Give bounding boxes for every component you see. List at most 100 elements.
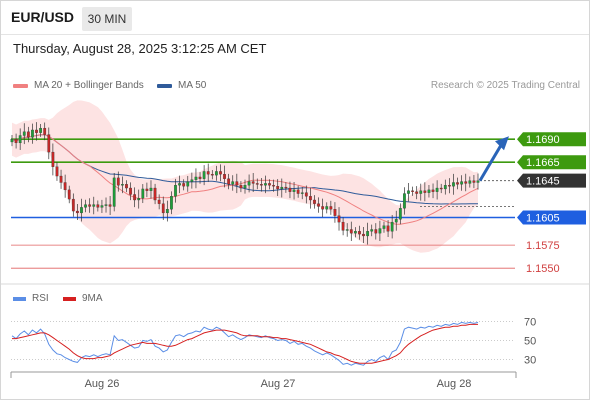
candle-body	[35, 129, 38, 133]
candle	[304, 185, 308, 204]
candle	[309, 187, 312, 209]
candle-body	[88, 204, 92, 207]
candle	[120, 176, 124, 194]
candle-body	[92, 204, 96, 207]
candle-body	[309, 196, 312, 201]
candle	[227, 173, 231, 190]
candle	[96, 200, 100, 212]
candle-body	[100, 205, 104, 208]
candle-body	[182, 183, 186, 187]
ma50-swatch	[157, 83, 172, 88]
candle-body	[431, 189, 435, 192]
candle-body	[247, 181, 251, 186]
candle	[460, 175, 464, 191]
candle-body	[104, 204, 108, 206]
candle-body	[264, 183, 267, 186]
candle-body	[313, 199, 316, 204]
candle-body	[198, 176, 202, 179]
candle-body	[464, 181, 468, 184]
candle	[268, 179, 271, 190]
candle	[104, 197, 108, 213]
candle-body	[452, 182, 455, 187]
candle-body	[284, 186, 288, 189]
candle	[190, 172, 194, 189]
level-tag-1-1665	[517, 155, 586, 170]
ma50-label: MA 50	[178, 80, 207, 91]
candle-body	[120, 184, 124, 186]
candle	[157, 194, 161, 210]
candle-body	[472, 180, 476, 183]
x-label-aug-28: Aug 28	[437, 378, 472, 390]
candle	[333, 202, 337, 223]
candle-body	[435, 187, 439, 192]
candle-body	[341, 221, 345, 231]
candle	[80, 198, 83, 222]
candle	[31, 123, 34, 144]
candle-body	[112, 177, 116, 207]
candle-body	[76, 210, 79, 214]
candle-body	[448, 185, 451, 187]
candle	[349, 221, 353, 241]
rsi-ma-label: 9MA	[82, 293, 103, 304]
candle	[439, 183, 443, 194]
candle	[353, 227, 357, 238]
candle-body	[321, 206, 325, 210]
timeframe-button[interactable]: 30 MIN	[82, 7, 132, 31]
rsi-line	[11, 321, 479, 366]
candle-body	[419, 190, 423, 194]
candle	[88, 198, 92, 213]
x-label-aug-27: Aug 27	[261, 378, 296, 390]
candle-body	[215, 171, 218, 176]
candle-body	[125, 184, 128, 189]
candle-body	[476, 180, 480, 183]
candle	[243, 179, 247, 194]
candle	[153, 183, 157, 205]
candle-body	[149, 187, 153, 191]
legend-rsi-ma: 9MA	[63, 293, 103, 304]
candle	[165, 200, 169, 222]
candle	[116, 171, 120, 192]
candle	[51, 143, 55, 176]
candle-body	[116, 177, 120, 186]
candle	[137, 189, 141, 209]
candle	[125, 180, 128, 193]
candle-body	[292, 189, 296, 192]
candle-body	[345, 229, 349, 231]
candle-body	[378, 228, 382, 234]
candle	[448, 178, 451, 194]
candle	[255, 178, 259, 190]
candle	[133, 187, 137, 208]
candle	[22, 123, 26, 145]
candle	[276, 179, 280, 197]
level-label-1-1645: 1.1645	[526, 176, 560, 188]
candle	[280, 178, 284, 198]
candle	[403, 187, 406, 215]
candle-body	[227, 178, 231, 185]
candle	[145, 182, 149, 198]
candle-body	[456, 182, 459, 185]
candle	[14, 133, 18, 149]
candle-body	[255, 183, 259, 185]
candle	[321, 198, 325, 218]
candle	[464, 173, 468, 192]
candle	[374, 223, 378, 240]
candle-body	[329, 206, 333, 210]
candle	[235, 173, 239, 194]
candle	[296, 185, 300, 198]
candle-body	[317, 203, 320, 207]
candle	[419, 183, 423, 201]
candle-body	[439, 187, 443, 190]
candle	[264, 175, 267, 194]
candle-body	[141, 188, 145, 199]
candle	[67, 185, 71, 204]
level-label-1-1605: 1.1605	[526, 213, 560, 225]
candle-body	[423, 190, 427, 193]
candle-body	[43, 127, 47, 135]
candle-body	[59, 175, 63, 183]
candle-body	[26, 131, 30, 138]
candle-body	[337, 215, 341, 223]
candle-body	[460, 181, 464, 185]
candle-body	[51, 151, 55, 167]
candle-body	[18, 135, 22, 144]
